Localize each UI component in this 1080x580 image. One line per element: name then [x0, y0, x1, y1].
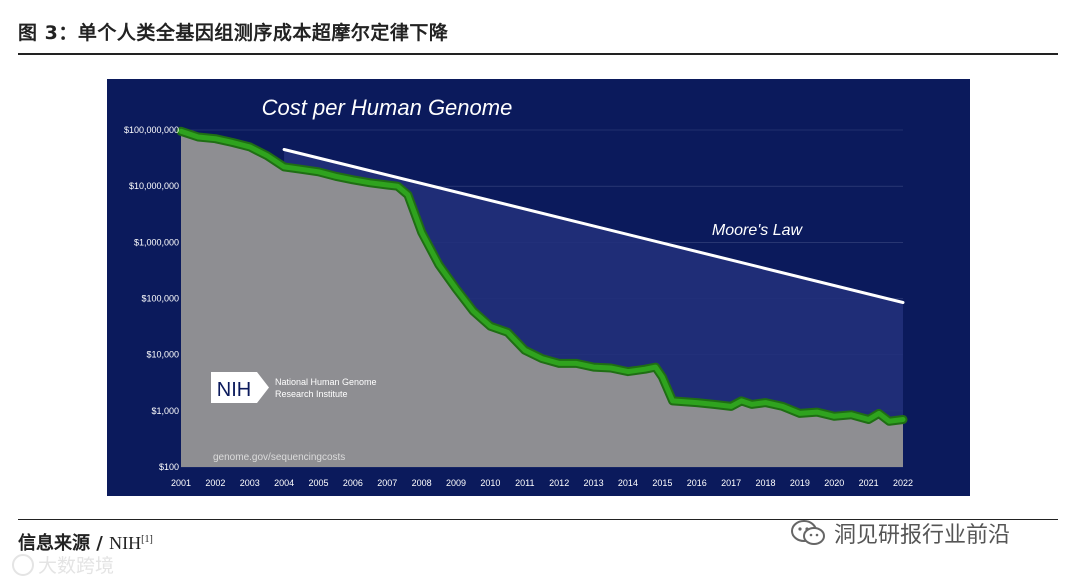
- chart-panel: $100 $1,000 $10,000 $100,000 $1,000,000 $10,0…: [107, 79, 970, 496]
- y-tick-label: $10,000: [146, 350, 179, 360]
- x-tick-label: 2010: [480, 478, 500, 488]
- x-tick-label: 2002: [205, 478, 225, 488]
- x-tick-label: 2001: [171, 478, 191, 488]
- moore-gap-fill: [284, 149, 904, 422]
- nih-logo-text: NIH: [217, 379, 251, 401]
- x-tick-label: 2007: [377, 478, 397, 488]
- nih-logo-chevron: [257, 372, 269, 403]
- source-line: 信息来源 / NIH[1]: [18, 529, 153, 555]
- cost-area-fill: [181, 131, 903, 468]
- corner-watermark-text: 大数跨境: [38, 555, 115, 577]
- y-tick-label: $10,000,000: [129, 181, 179, 191]
- source-ref: [1]: [141, 534, 153, 545]
- x-tick-label: 2016: [687, 478, 707, 488]
- x-tick-label: 2012: [549, 478, 569, 488]
- x-tick-label: 2003: [240, 478, 260, 488]
- x-tick-label: 2018: [755, 478, 775, 488]
- data-source-url: genome.gov/sequencingcosts: [213, 452, 345, 463]
- nih-org-line2: Research Institute: [275, 389, 348, 399]
- source-prefix: 信息来源 /: [18, 533, 110, 554]
- x-tick-label: 2015: [652, 478, 672, 488]
- wechat-watermark: 洞见研报行业前沿: [790, 517, 1010, 549]
- nih-org-line1: National Human Genome: [275, 377, 377, 387]
- cost-chart: $100 $1,000 $10,000 $100,000 $1,000,000 $10,0…: [107, 79, 970, 496]
- nih-logo: NIH National Human Genome Research Insti…: [211, 372, 377, 403]
- y-tick-label: $100,000,000: [124, 125, 179, 135]
- x-tick-label: 2011: [515, 478, 534, 488]
- x-tick-label: 2006: [343, 478, 363, 488]
- x-axis-tick-labels: 2001 2002 2003 2004 2005 2006 2007 2008 2009 2010…: [171, 478, 913, 488]
- y-tick-label: $100: [159, 462, 179, 472]
- chart-title: Cost per Human Genome: [262, 95, 513, 120]
- corner-watermark: 大数跨境: [12, 551, 114, 578]
- x-tick-label: 2008: [412, 478, 432, 488]
- x-tick-label: 2014: [618, 478, 638, 488]
- y-tick-label: $1,000,000: [134, 237, 179, 247]
- wechat-account-name: 洞见研报行业前沿: [834, 523, 1011, 548]
- x-tick-label: 2017: [721, 478, 741, 488]
- x-tick-label: 2009: [446, 478, 466, 488]
- bottom-rule: [18, 519, 1058, 520]
- moores-law-line: [282, 148, 905, 304]
- moores-law-label: Moore's Law: [712, 222, 804, 239]
- wechat-icon: [791, 520, 825, 545]
- x-tick-label: 2021: [859, 478, 879, 488]
- figure-title: 图 3：单个人类全基因组测序成本超摩尔定律下降: [18, 22, 449, 44]
- x-tick-label: 2022: [893, 478, 913, 488]
- watermark-logo-icon: [12, 553, 34, 576]
- top-rule: [18, 53, 1058, 55]
- nih-logo-box: [211, 372, 257, 403]
- source-name: NIH: [109, 533, 142, 553]
- x-tick-label: 2020: [824, 478, 844, 488]
- x-tick-label: 2005: [309, 478, 329, 488]
- y-tick-label: $1,000: [151, 406, 179, 416]
- x-tick-label: 2013: [584, 478, 604, 488]
- x-tick-label: 2004: [274, 478, 294, 488]
- y-axis-tick-labels: $100 $1,000 $10,000 $100,000 $1,000,000 $10,0…: [124, 125, 179, 472]
- y-tick-label: $100,000: [141, 294, 179, 304]
- x-tick-label: 2019: [790, 478, 810, 488]
- cost-line-edge: [178, 128, 906, 424]
